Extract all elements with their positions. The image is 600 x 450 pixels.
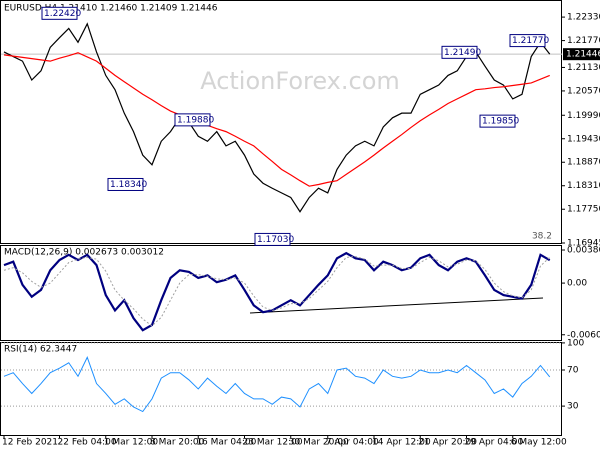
x-tick-label: 6 May 12:00 [511,438,567,448]
fib-label: 38.2 [532,232,552,242]
x-tick-label: 8 Mar 20:00 [150,438,205,448]
x-tick-label: 14 Apr 12:00 [372,438,431,448]
x-tick-label: 7 Apr 04:00 [326,438,379,448]
series-line [3,52,550,187]
x-tick-label: 29 Apr 04:00 [465,438,524,448]
annotation-label: 1.21490 [444,48,481,58]
y-tick-label: 1.21770 [567,36,600,46]
y-tick-label: 1.21130 [567,63,600,73]
series-line [3,256,551,327]
annotation-box [174,113,211,127]
annotation-box [107,177,144,191]
annotation-box [254,232,291,246]
annotation-label: 1.21770 [512,36,549,46]
y-tick-label: 70 [567,365,579,375]
y-tick-label: 1.19430 [567,134,600,144]
annotation-label: 1.18340 [110,180,147,190]
y-tick-label: 1.18310 [567,181,600,191]
x-tick-label: 21 Apr 20:00 [418,438,477,448]
series-line [3,22,551,213]
annotation-box [441,45,478,59]
y-tick-label: 1.20570 [567,86,600,96]
annotation-label: 1.19850 [482,117,519,127]
current-price-box [563,48,600,61]
y-tick-label: 1.18870 [567,158,600,168]
annotation-label: 1.19880 [177,115,214,125]
y-tick-label: 1.17750 [567,205,600,215]
y-tick-label: 30 [567,402,579,412]
annotation-box [41,6,78,20]
y-tick-label: 1.16945 [567,239,600,249]
x-tick-label: 30 Mar 20:00 [289,438,349,448]
annotation-box [479,114,516,128]
y-tick-label: 0.003864 [567,246,600,256]
annotation-box [509,34,546,48]
annotation-label: 1.22420 [44,9,81,19]
macd-title: MACD(12,26,9) 0.002673 0.003012 [4,248,164,258]
current-price-label: 1.21446 [566,50,600,60]
watermark: ActionForex.com [200,67,400,95]
series-line [3,251,551,332]
x-tick-label: 23 Mar 12:00 [243,438,303,448]
price-title: EURUSD,H4 1.21410 1.21460 1.21409 1.2144… [4,4,218,14]
y-tick-label: 0.00 [567,279,587,289]
x-tick-label: 1 Mar 12:00 [104,438,159,448]
series-line [3,356,551,413]
x-tick-label: 22 Feb 04:00 [58,438,117,448]
y-tick-label: -0.006038 [567,330,600,340]
y-tick-label: 100 [567,338,584,348]
x-tick-label: 12 Feb 2021 [2,438,58,448]
x-tick-label: 16 Mar 04:00 [196,438,256,448]
annotation-label: 1.17030 [257,235,294,245]
y-tick-label: 1.19990 [567,111,600,121]
rsi-title: RSI(14) 62.3447 [4,345,77,355]
y-tick-label: 1.22330 [567,13,600,23]
trend-line [249,297,544,314]
